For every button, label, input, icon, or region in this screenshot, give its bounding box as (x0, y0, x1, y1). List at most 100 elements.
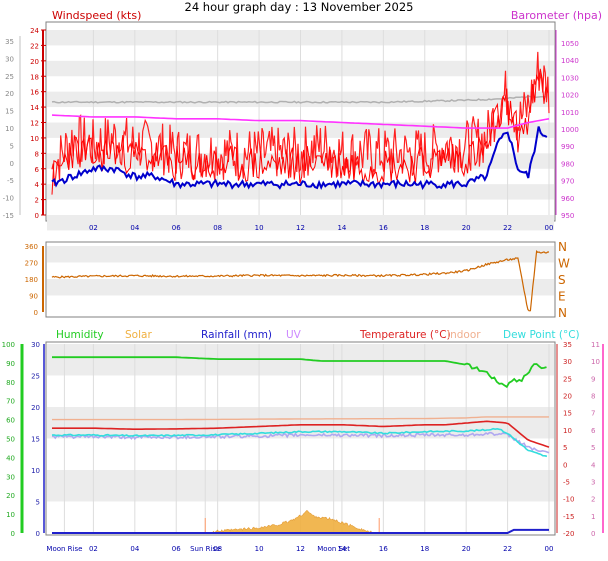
baro-tick-label: 950 (561, 212, 574, 220)
baro-axis-label: Barometer (hpa) (511, 9, 602, 22)
x-tick-label: 04 (130, 545, 139, 553)
compass-label: W (558, 257, 570, 271)
temp-tick-label: 35 (563, 341, 572, 349)
x-tick-label: 16 (379, 545, 388, 553)
wind-tick-label: 2 (35, 197, 39, 205)
uv-tick-label: 2 (591, 496, 595, 504)
compass-label: E (558, 290, 566, 304)
outer-tick-label: 25 (5, 73, 14, 81)
x-tick-label: 18 (420, 224, 429, 232)
direction-tick-label: 180 (25, 276, 38, 284)
outer-tick-label: 5 (10, 142, 14, 150)
compass-label: N (558, 306, 567, 320)
wind-x-ticks: 02 04 06 08 10 12 14 16 18 20 22 00 (89, 224, 554, 232)
baro-right-ticks: 1050 1040 1030 1020 1010 1000 990 980 970 960 950 (555, 30, 579, 220)
direction-grid (47, 246, 554, 296)
humidity-tick-label: 50 (6, 436, 15, 444)
x-tick-label: 18 (420, 545, 429, 553)
wind-tick-label: 20 (30, 58, 39, 66)
uv-tick-label: 4 (591, 461, 596, 469)
outer-tick-label: -10 (3, 195, 14, 203)
wind-tick-label: 10 (30, 135, 39, 143)
humidity-tick-label: 80 (6, 379, 15, 387)
uv-tick-label: 11 (591, 341, 600, 349)
temp-tick-label: 25 (563, 375, 572, 383)
wind-tick-label: 18 (30, 73, 39, 81)
humidity-tick-label: 20 (6, 492, 15, 500)
avg-wind-line (51, 126, 548, 191)
solar-area (207, 510, 374, 534)
direction-line (51, 249, 549, 312)
multi-axes: 1009080706050403020100302520151050353025… (2, 341, 604, 538)
humidity-tick-label: 0 (11, 530, 15, 538)
direction-tick-label: 0 (34, 309, 38, 317)
x-tick-label: 20 (462, 224, 471, 232)
wind-tick-label: 4 (35, 181, 40, 189)
page-title: 24 hour graph day : 13 November 2025 (185, 0, 414, 14)
baro-tick-label: 960 (561, 195, 574, 203)
uv-tick-label: 1 (591, 513, 595, 521)
temp-tick-label: 30 (563, 358, 572, 366)
rain-tick-label: 10 (31, 467, 40, 475)
x-tick-label: 00 (545, 545, 554, 553)
outer-tick-label: 30 (5, 55, 14, 63)
outer-tick-label: -5 (7, 177, 14, 185)
uv-tick-label: 7 (591, 410, 595, 418)
rain-tick-label: 30 (31, 341, 40, 349)
temp-tick-label: 10 (563, 427, 572, 435)
temp-line (52, 420, 550, 448)
temp-tick-label: 0 (563, 461, 567, 469)
temp-tick-label: -20 (563, 530, 574, 538)
humidity-tick-label: 40 (6, 454, 15, 462)
outer-tick-label: 20 (5, 90, 14, 98)
baro-tick-label: 1000 (561, 126, 579, 134)
wind-tick-label: 0 (35, 212, 39, 220)
dew-line (51, 427, 548, 458)
wind-tick-label: 6 (35, 166, 40, 174)
uv-tick-label: 10 (591, 358, 600, 366)
baro-tick-label: 1020 (561, 92, 579, 100)
rain-tick-label: 25 (31, 373, 40, 381)
baro-tick-label: 1040 (561, 57, 579, 65)
wind-tick-label: 12 (30, 120, 39, 128)
direction-series (51, 249, 549, 312)
uv-tick-label: 9 (591, 375, 595, 383)
temp-tick-label: 20 (563, 393, 572, 401)
x-tick-label: 14 (337, 545, 346, 553)
x-tick-label: 06 (172, 545, 181, 553)
x-tick-label: 12 (296, 224, 305, 232)
rain-tick-label: 20 (31, 404, 40, 412)
uv-line (51, 431, 550, 454)
uv-tick-label: 3 (591, 478, 595, 486)
uv-tick-label: 6 (591, 427, 596, 435)
x-tick-label: 10 (255, 545, 264, 553)
wind-tick-label: 14 (30, 104, 39, 112)
outer-tick-label: 15 (5, 108, 14, 116)
wind-line (51, 68, 549, 195)
x-tick-label: 12 (296, 545, 305, 553)
legend-label: Solar (125, 329, 152, 341)
rain-line (52, 528, 549, 534)
x-tick-label: Moon Set (317, 545, 350, 553)
direction-tick-label: 270 (25, 260, 38, 268)
humidity-tick-label: 100 (2, 341, 15, 349)
multi-legend: Humidity Solar Rainfall (mm) UV Temperature … (56, 329, 580, 341)
uv-tick-label: 8 (591, 393, 595, 401)
x-tick-label: 14 (337, 224, 346, 232)
x-tick-label: 08 (213, 224, 222, 232)
indoor-line (52, 416, 549, 421)
baro-tick-label: 1010 (561, 109, 579, 117)
outer-tick-label: 35 (5, 38, 14, 46)
wind-tick-label: 22 (30, 42, 39, 50)
baro-tick-label: 1050 (561, 40, 579, 48)
direction-left-ticks: 360 270 180 90 0 (25, 243, 44, 317)
x-tick-label: 22 (503, 545, 512, 553)
rain-tick-label: 0 (36, 530, 40, 538)
legend-label: Rainfall (mm) (201, 329, 272, 341)
grid-band (47, 279, 554, 296)
temp-tick-label: 15 (563, 410, 572, 418)
x-tick-label: 04 (130, 224, 139, 232)
legend-label: Indoor (447, 329, 481, 341)
